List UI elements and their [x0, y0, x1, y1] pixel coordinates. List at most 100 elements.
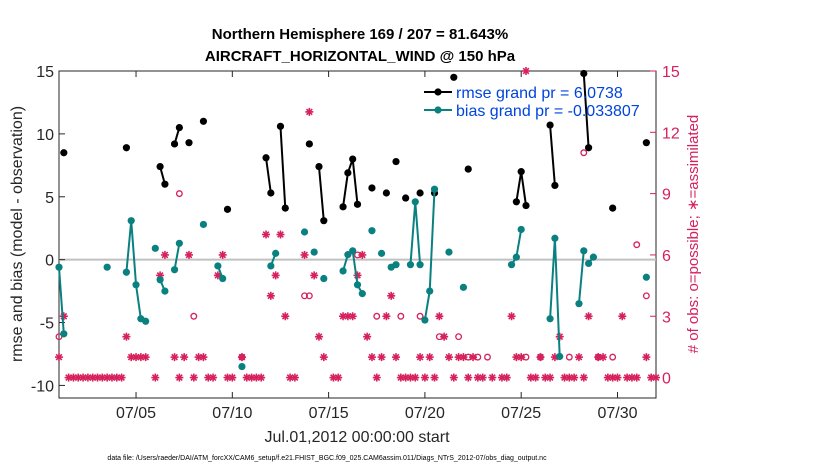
rmse-point [305, 140, 313, 148]
bias-point [556, 352, 564, 361]
bias-line-segment [125, 220, 142, 319]
obs-assimilated-marker [151, 373, 160, 382]
obs-assimilated-marker [579, 373, 588, 382]
rmse-series [60, 69, 650, 225]
bias-series [55, 185, 650, 371]
obs-assimilated-marker [310, 271, 319, 280]
legend-rmse-label: rmse grand pr = 6.0738 [456, 85, 623, 102]
rmse-point [642, 139, 650, 147]
obs-assimilated-marker [305, 107, 314, 116]
rmse-point [122, 144, 131, 152]
rmse-point [546, 121, 554, 129]
obs-assimilated-marker [262, 230, 271, 239]
obs-assimilated-marker [228, 373, 237, 382]
bias-point [368, 227, 376, 235]
rmse-point [60, 149, 68, 157]
y-right-tick-label: 6 [662, 248, 671, 265]
bias-point [589, 253, 598, 261]
obs-assimilated-marker [531, 373, 540, 382]
rmse-point [464, 165, 472, 173]
rmse-point [161, 180, 169, 188]
obs-assimilated-marker [440, 332, 449, 341]
y-right-tick-label: 15 [662, 64, 680, 81]
bias-point [175, 239, 183, 247]
obs-assimilated-marker [502, 373, 511, 382]
rmse-point [584, 144, 593, 152]
bias-point [642, 273, 650, 281]
obs-assimilated-marker [574, 353, 583, 362]
legend-bias-label: bias grand pr = -0.033807 [456, 103, 640, 120]
rmse-point [267, 189, 275, 197]
obs-possible-marker [474, 353, 482, 361]
y-axis-right-ticks: 0 3 6 9 12 15 [650, 64, 680, 388]
obs-assimilated-marker [180, 353, 189, 362]
obs-assimilated-marker [122, 332, 131, 341]
obs-assimilated-marker [319, 353, 328, 362]
bias-point [238, 362, 246, 371]
bias-point [127, 217, 135, 225]
bias-point [156, 276, 164, 284]
bias-point [55, 263, 63, 271]
chart-title-line1: Northern Hemisphere 169 / 207 = 81.643% [212, 26, 508, 43]
obs-assimilated-marker [363, 332, 372, 341]
obs-assimilated-marker [517, 353, 526, 362]
rmse-line-segment [317, 166, 325, 221]
bias-line-segment [58, 267, 65, 334]
plot-area [58, 70, 657, 399]
bias-point [551, 234, 559, 242]
bias-point [377, 249, 386, 257]
rmse-point [512, 198, 520, 206]
y-left-tick-label: 15 [36, 64, 54, 81]
obs-assimilated-marker [266, 291, 275, 300]
y-right-tick-label: 9 [662, 187, 671, 204]
obs-assimilated-marker [382, 312, 391, 321]
obs-assimilated-marker [522, 67, 531, 75]
legend-bias-marker [434, 106, 442, 114]
bias-point [507, 261, 516, 269]
obs-assimilated-marker [348, 312, 357, 321]
rmse-point [551, 181, 559, 190]
bias-point [546, 315, 554, 323]
rmse-point [416, 189, 424, 197]
rmse-point [402, 194, 410, 202]
y-left-tick-label: 10 [36, 127, 54, 144]
obs-possible-marker [238, 353, 246, 361]
bias-point [142, 317, 150, 325]
obs-assimilated-marker [425, 353, 434, 362]
obs-assimilated-marker [618, 312, 627, 321]
obs-assimilated-marker [392, 353, 401, 362]
rmse-point [276, 122, 285, 130]
obs-possible-marker [301, 292, 308, 300]
obs-possible-marker [464, 353, 472, 361]
obs-possible-marker [397, 312, 405, 320]
rmse-point [175, 123, 183, 132]
obs-assimilated-marker [478, 373, 487, 382]
obs-assimilated-marker [189, 373, 198, 382]
obs-assimilated-marker [449, 373, 458, 382]
rmse-point [450, 73, 458, 81]
obs-possible-marker [305, 292, 313, 300]
rmse-point [522, 201, 530, 210]
rmse-point [320, 217, 328, 225]
obs-assimilated-marker [459, 353, 468, 362]
obs-assimilated-marker [469, 353, 478, 362]
rmse-point [382, 189, 390, 197]
bias-point [445, 248, 453, 256]
obs-assimilated-marker [367, 353, 376, 362]
obs-possible-marker [642, 292, 650, 300]
bias-point [584, 259, 593, 268]
obs-assimilated-marker [160, 250, 169, 259]
bias-point [459, 283, 468, 291]
y-right-tick-label: 0 [662, 371, 671, 388]
obs-possible-marker [190, 312, 198, 320]
obs-possible-marker [522, 353, 530, 361]
obs-count-markers [55, 67, 660, 382]
obs-assimilated-marker [209, 373, 218, 382]
obs-assimilated-marker [652, 373, 660, 382]
bias-point [430, 185, 439, 193]
y-left-tick-label: 5 [45, 190, 54, 207]
bias-point [132, 281, 140, 289]
bias-point [392, 261, 400, 269]
chart-title-line2: AIRCRAFT_HORIZONTAL_WIND @ 150 hPa [205, 48, 516, 65]
obs-assimilated-marker [170, 353, 179, 362]
